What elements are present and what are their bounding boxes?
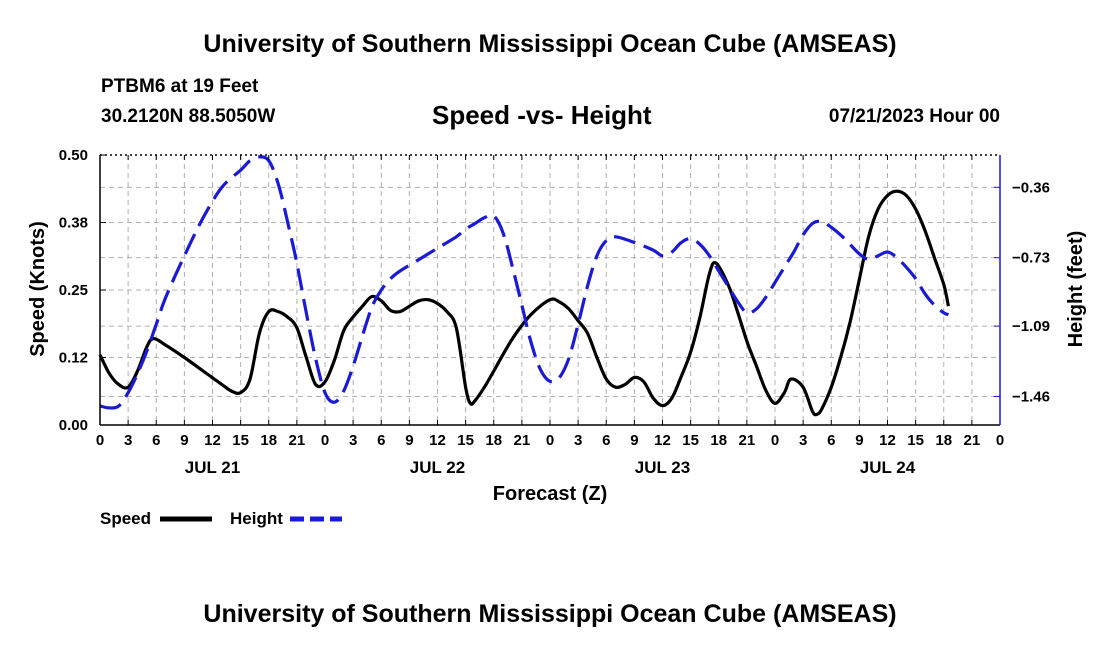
x-tick-label: 0	[546, 432, 554, 449]
legend-height-label: Height	[230, 509, 283, 528]
x-tick-label: 18	[485, 432, 502, 449]
station-label: PTBM6 at 19 Feet	[101, 76, 259, 97]
y2-tick-label: −1.46	[1012, 388, 1050, 405]
x-tick-label: 18	[935, 432, 952, 449]
x-tick-label: 9	[180, 432, 188, 449]
day-label: JUL 23	[635, 458, 690, 477]
x-tick-label: 0	[771, 432, 779, 449]
day-label: JUL 22	[410, 458, 465, 477]
height-series-line	[99, 155, 950, 410]
x-tick-label: 3	[349, 432, 357, 449]
legend-speed-label: Speed	[100, 509, 152, 528]
x-tick-label: 15	[457, 432, 474, 449]
chart-main-title: University of Southern Mississippi Ocean…	[203, 30, 897, 58]
y2-tick-label: −1.09	[1012, 318, 1050, 335]
x-tick-label: 21	[514, 432, 531, 449]
y2-tick-label: −0.36	[1012, 179, 1050, 196]
x-tick-label: 6	[827, 432, 835, 449]
y-tick-label: 0.38	[59, 215, 88, 232]
chart-footer-title: University of Southern Mississippi Ocean…	[203, 600, 897, 628]
x-tick-label: 3	[574, 432, 582, 449]
x-tick-label: 21	[289, 432, 306, 449]
x-tick-label: 9	[405, 432, 413, 449]
y2-tick-label: −0.73	[1012, 250, 1050, 267]
x-tick-label: 3	[799, 432, 807, 449]
x-tick-label: 6	[377, 432, 385, 449]
x-tick-label: 18	[260, 432, 277, 449]
x-tick-label: 12	[654, 432, 671, 449]
speed-series-line	[98, 189, 950, 417]
station-coordinates: 30.2120N 88.5050W	[101, 106, 276, 127]
y-tick-label: 0.25	[59, 282, 88, 299]
x-tick-label: 12	[429, 432, 446, 449]
y-tick-label: 0.50	[59, 147, 88, 164]
y-tick-label: 0.00	[59, 417, 88, 434]
x-axis-label: Forecast (Z)	[493, 483, 607, 505]
day-label: JUL 21	[185, 458, 240, 477]
x-tick-label: 21	[964, 432, 981, 449]
y-axis-label: Speed (Knots)	[27, 221, 49, 357]
chart-subtitle: Speed -vs- Height	[432, 100, 652, 130]
x-tick-label: 21	[739, 432, 756, 449]
x-tick-label: 12	[204, 432, 221, 449]
x-tick-label: 9	[630, 432, 638, 449]
x-tick-label: 0	[321, 432, 329, 449]
forecast-date: 07/21/2023 Hour 00	[828, 106, 1000, 127]
x-tick-label: 9	[855, 432, 863, 449]
x-tick-label: 0	[96, 432, 104, 449]
x-tick-label: 6	[602, 432, 610, 449]
y-tick-label: 0.12	[59, 350, 88, 367]
y2-axis-label: Height (feet)	[1065, 231, 1087, 348]
x-tick-label: 15	[682, 432, 699, 449]
x-tick-label: 15	[232, 432, 249, 449]
x-tick-label: 3	[124, 432, 132, 449]
x-tick-label: 15	[907, 432, 924, 449]
day-label: JUL 24	[860, 458, 916, 477]
x-tick-label: 6	[152, 432, 160, 449]
x-tick-label: 12	[879, 432, 896, 449]
x-tick-label: 0	[996, 432, 1004, 449]
x-tick-label: 18	[710, 432, 727, 449]
